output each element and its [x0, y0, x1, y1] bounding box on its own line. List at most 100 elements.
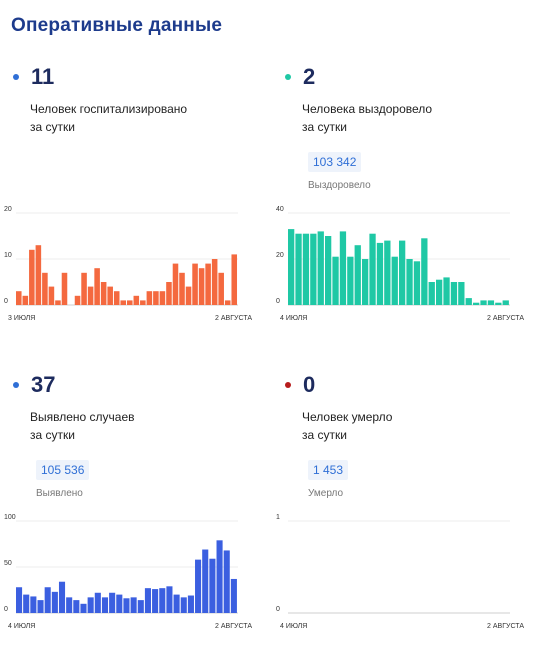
chart-bar: [109, 592, 116, 613]
chart-bar: [465, 298, 472, 305]
chart-bar: [211, 259, 218, 305]
x-axis-end-label: 2 АВГУСТА: [487, 623, 524, 630]
hospitalized-stat: 11: [11, 64, 54, 90]
cases-stat: 37: [11, 372, 55, 398]
chart-bar: [51, 591, 58, 613]
chart-bar: [302, 233, 310, 305]
chart-bar: [413, 261, 421, 305]
cases-chart: 0 50 100 4 ИЮЛЯ 2 АВГУСТА: [4, 514, 252, 630]
chart-bar: [152, 589, 159, 613]
chart-bar: [288, 229, 295, 305]
y-tick-label: 0: [4, 606, 8, 613]
hospitalized-description: Человек госпитализировано за сутки: [30, 100, 230, 136]
bullet-icon: [13, 382, 19, 388]
page-title: Оперативные данные: [11, 15, 223, 36]
chart-bar: [172, 263, 179, 305]
chart-bar: [159, 588, 166, 613]
deaths-total-label: Умерло: [308, 488, 344, 499]
chart-bar: [376, 242, 384, 305]
chart-bar: [113, 291, 120, 305]
chart-bar: [317, 231, 324, 305]
deaths-chart: 0 1 4 ИЮЛЯ 2 АВГУСТА: [276, 514, 524, 630]
cases-panel: 37 Выявлено случаев за сутки 105 536 Выя…: [11, 372, 276, 672]
recovered-stat: 2: [283, 64, 315, 90]
deaths-count: 0: [303, 372, 316, 397]
chart-bar: [487, 300, 495, 305]
chart-bar: [179, 272, 185, 305]
chart-bar: [205, 263, 211, 305]
cases-description: Выявлено случаев за сутки: [30, 408, 230, 444]
description-line: Выявлено случаев: [30, 410, 135, 424]
chart-bar: [421, 238, 428, 305]
description-line: за сутки: [302, 428, 347, 442]
description-line: Человек умерло: [302, 410, 393, 424]
x-axis-start-label: 4 ИЮЛЯ: [8, 623, 35, 630]
chart-bar: [223, 550, 230, 613]
y-tick-label: 0: [276, 298, 280, 305]
chart-bar: [473, 302, 480, 305]
y-tick-label: 10: [4, 252, 12, 259]
chart-bar: [120, 300, 127, 305]
description-line: за сутки: [302, 120, 347, 134]
y-tick-label: 50: [4, 560, 12, 567]
chart-bar: [332, 256, 339, 305]
chart-bar: [73, 600, 80, 613]
chart-bar: [428, 282, 435, 305]
chart-bar: [443, 277, 450, 305]
chart-bar: [362, 259, 369, 305]
chart-bar: [23, 594, 30, 613]
chart-bar: [339, 231, 347, 305]
y-tick-label: 20: [4, 206, 12, 213]
chart-bar: [48, 286, 55, 305]
chart-bar: [144, 588, 151, 613]
y-tick-label: 0: [276, 606, 280, 613]
chart-bar: [74, 295, 81, 305]
chart-bar: [140, 300, 146, 305]
chart-bar: [116, 594, 123, 613]
chart-bar: [295, 233, 302, 305]
chart-bar: [173, 594, 180, 613]
recovered-total-label: Выздоровело: [308, 180, 371, 191]
chart-bar: [16, 291, 22, 305]
recovered-count: 2: [303, 64, 316, 89]
recovered-total: 103 342: [308, 152, 362, 172]
chart-bar: [325, 236, 332, 305]
chart-bar: [153, 291, 159, 305]
chart-bar: [436, 279, 443, 305]
chart-bar: [166, 586, 173, 613]
y-tick-label: 40: [276, 206, 284, 213]
description-line: за сутки: [30, 120, 75, 134]
chart-bar: [55, 300, 61, 305]
cases-count: 37: [31, 372, 56, 397]
recovered-description: Человека выздоровело за сутки: [302, 100, 502, 136]
chart-bar: [450, 282, 458, 305]
chart-bar: [58, 581, 66, 613]
deaths-panel: 0 Человек умерло за сутки 1 453 Умерло: [283, 372, 541, 672]
chart-bar: [347, 256, 354, 305]
chart-bar: [127, 300, 133, 305]
chart-bar: [180, 597, 187, 613]
chart-bar: [185, 286, 192, 305]
chart-bar: [187, 595, 194, 613]
y-tick-label: 100: [4, 514, 16, 521]
chart-bar: [399, 240, 406, 305]
chart-bar: [384, 240, 391, 305]
description-line: за сутки: [30, 428, 75, 442]
deaths-stat: 0: [283, 372, 315, 398]
chart-bar: [81, 272, 87, 305]
chart-bar: [406, 259, 413, 305]
chart-bar: [66, 597, 73, 613]
chart-bar: [195, 559, 202, 613]
chart-bar: [87, 597, 94, 613]
chart-bar: [391, 256, 398, 305]
x-axis-start-label: 4 ИЮЛЯ: [280, 623, 307, 630]
chart-bar: [159, 291, 166, 305]
chart-bar: [198, 268, 205, 305]
chart-bar: [94, 268, 100, 305]
cases-total-label: Выявлено: [36, 488, 83, 499]
recovered-chart: 0 20 40 4 ИЮЛЯ 2 АВГУСТА: [276, 206, 524, 322]
chart-bar: [230, 578, 237, 613]
chart-bar: [29, 249, 35, 305]
chart-bar: [166, 282, 172, 305]
bullet-icon: [13, 74, 19, 80]
